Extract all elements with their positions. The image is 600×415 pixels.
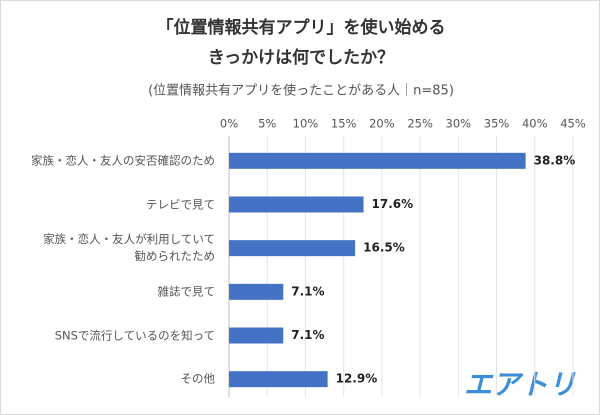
- x-tick-label: 30%: [446, 117, 472, 131]
- bar: [229, 196, 364, 213]
- value-label: 12.9%: [336, 372, 378, 386]
- chart-title: 「位置情報共有アプリ」を使い始める: [157, 17, 446, 38]
- category-label: テレビで見て: [146, 197, 215, 211]
- chart-title: きっかけは何でしたか？: [208, 47, 394, 68]
- value-label: 7.1%: [291, 328, 324, 342]
- chart-subtitle: (位置情報共有アプリを使ったことがある人｜n=85): [148, 83, 454, 99]
- x-tick-label: 40%: [522, 117, 548, 131]
- x-tick-label: 45%: [560, 117, 586, 131]
- category-label: 家族・恋人・友人の安否確認のため: [31, 153, 215, 168]
- bar: [229, 327, 284, 344]
- category-label: 家族・恋人・友人が利用していて 勧められたため: [43, 232, 215, 264]
- x-tick-label: 25%: [407, 117, 433, 131]
- x-tick-label: 35%: [484, 117, 510, 131]
- x-tick-label: 15%: [331, 117, 357, 131]
- x-tick-label: 5%: [258, 117, 276, 131]
- value-label: 17.6%: [372, 197, 414, 211]
- bar: [229, 240, 356, 257]
- category-label: SNSで流行しているのを知って: [54, 328, 215, 342]
- bar: [229, 152, 526, 169]
- value-label: 7.1%: [291, 284, 324, 298]
- x-tick-label: 10%: [293, 117, 319, 131]
- category-label: 雑誌で見て: [157, 284, 216, 299]
- category-label: その他: [180, 371, 216, 386]
- logo: エアトリ: [464, 368, 576, 401]
- bar: [229, 371, 328, 388]
- x-tick-label: 20%: [369, 117, 395, 131]
- value-label: 16.5%: [363, 241, 405, 255]
- x-tick-label: 0%: [220, 117, 238, 131]
- bar: [229, 283, 284, 300]
- value-label: 38.8%: [534, 153, 576, 167]
